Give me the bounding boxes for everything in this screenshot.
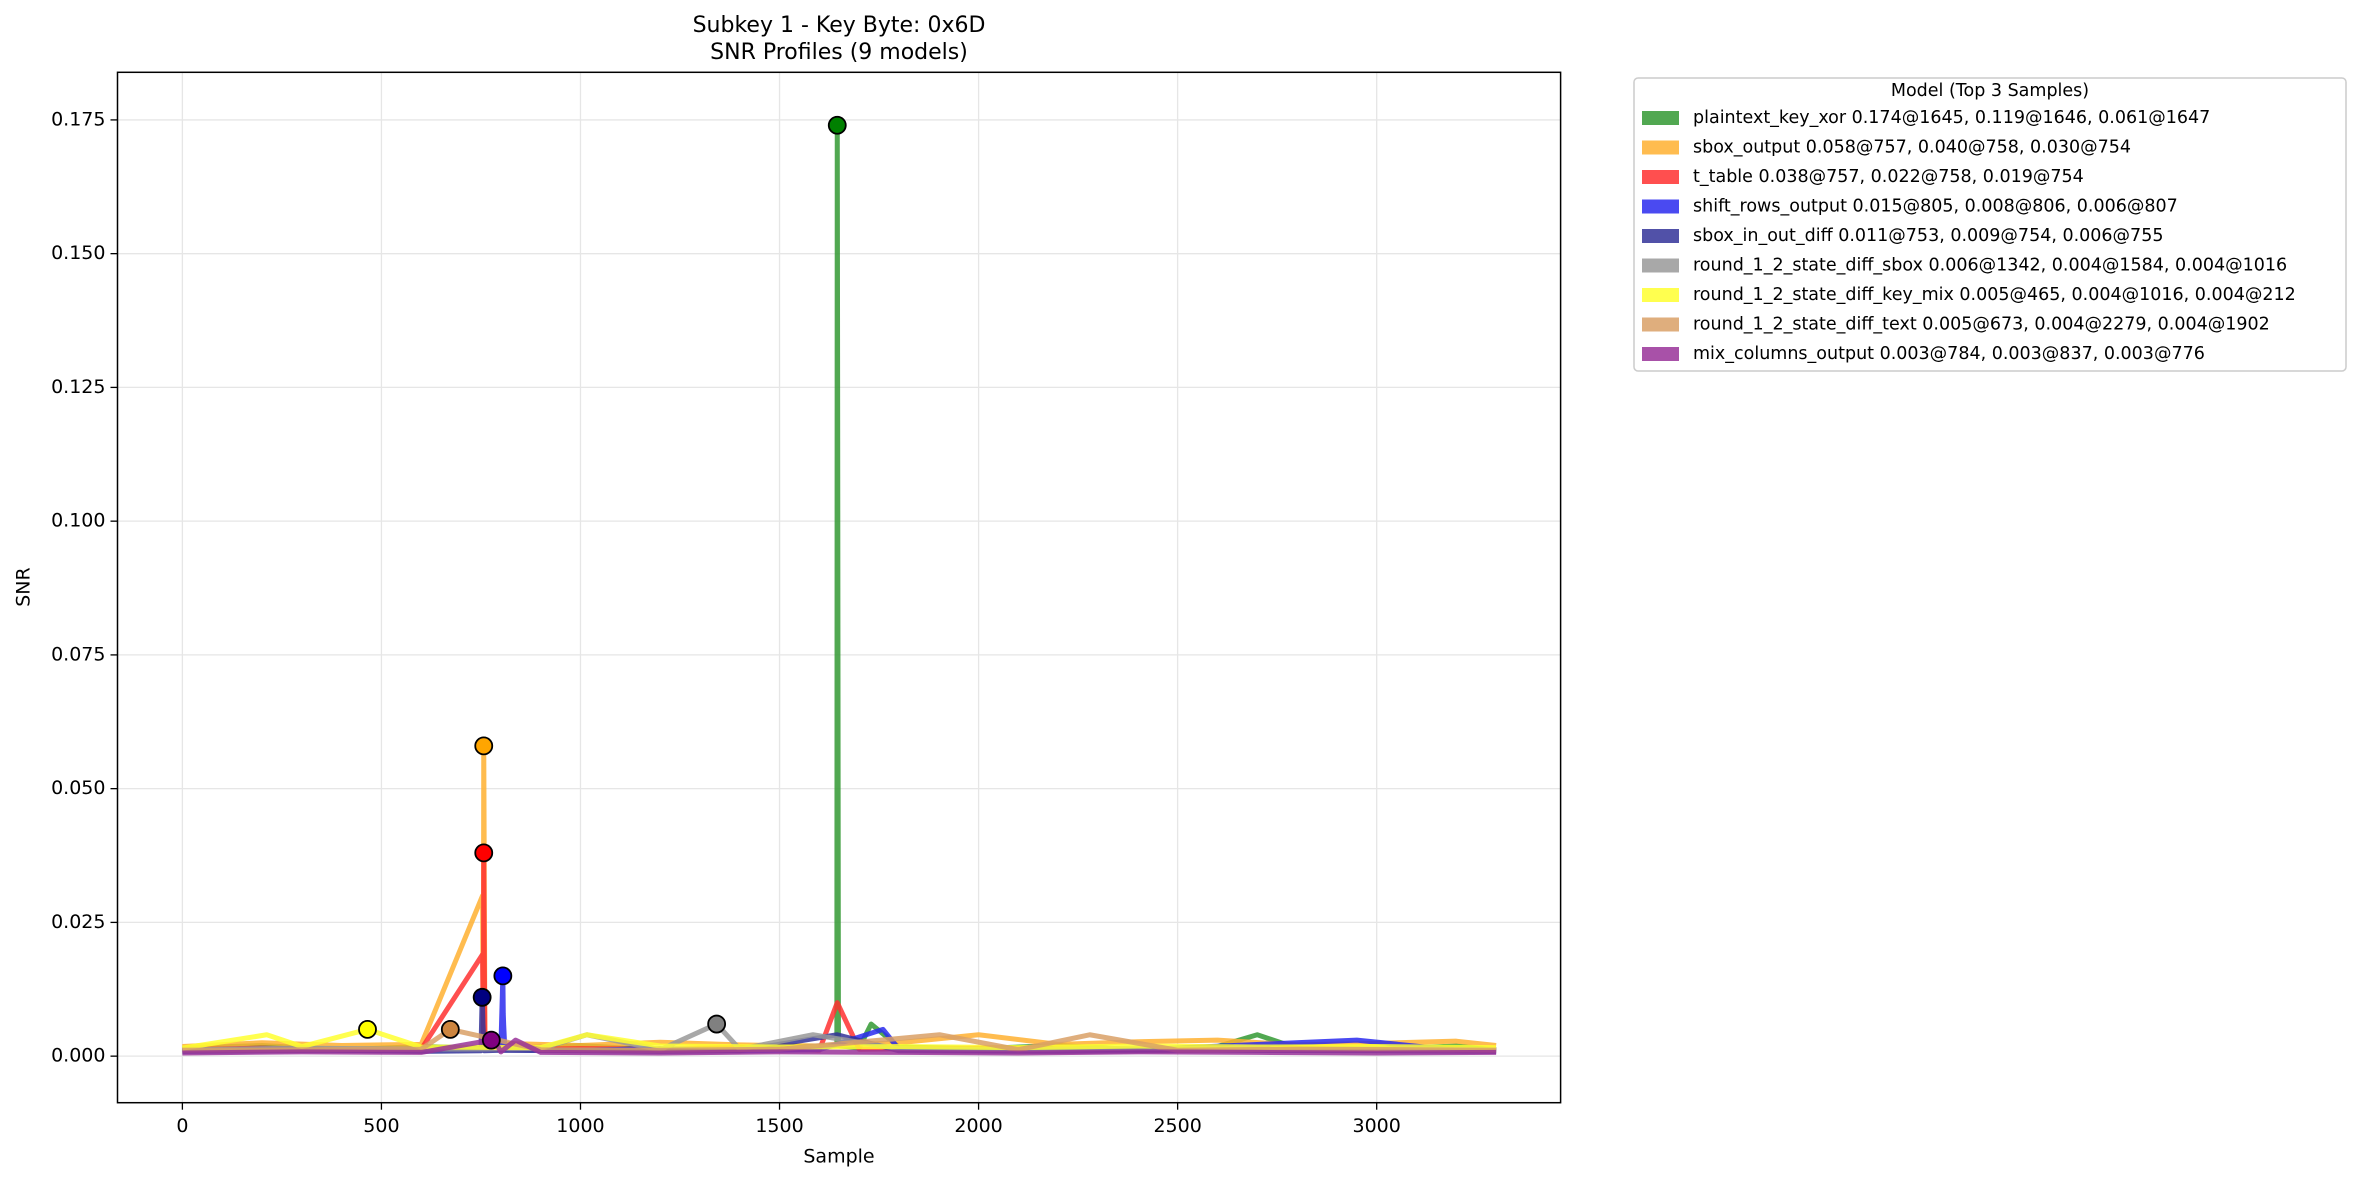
x-tick-label: 2500 [1153, 1115, 1201, 1137]
y-tick-label: 0.150 [51, 242, 105, 264]
legend-label: mix_columns_output 0.003@784, 0.003@837,… [1693, 344, 2205, 364]
legend-swatch [1642, 317, 1679, 332]
legend-label: sbox_output 0.058@757, 0.040@758, 0.030@… [1693, 138, 2131, 158]
legend-swatch [1642, 258, 1679, 273]
x-tick-label: 3000 [1352, 1115, 1400, 1137]
legend-label: plaintext_key_xor 0.174@1645, 0.119@1646… [1693, 108, 2210, 128]
peak-marker [493, 966, 513, 986]
y-tick-label: 0.100 [51, 510, 105, 532]
peak-marker [827, 115, 847, 135]
legend-label: round_1_2_state_diff_text 0.005@673, 0.0… [1693, 315, 2270, 335]
legend: plaintext_key_xor 0.174@1645, 0.119@1646… [1642, 108, 2296, 364]
x-tick-label: 2000 [954, 1115, 1002, 1137]
y-tick-label: 0.125 [51, 376, 105, 398]
legend-label: round_1_2_state_diff_sbox 0.006@1342, 0.… [1693, 256, 2287, 276]
legend-swatch [1642, 199, 1679, 214]
y-tick-label: 0.050 [51, 777, 105, 799]
series-line [182, 743, 1497, 1050]
plot-frame [116, 71, 1562, 1104]
x-axis-label: Sample [803, 1146, 874, 1168]
peak-markers [358, 115, 847, 1050]
legend-swatch [1642, 347, 1679, 361]
legend-swatch [1642, 170, 1679, 184]
y-tick-label: 0.075 [51, 643, 105, 665]
peak-marker [474, 736, 494, 756]
peak-marker [358, 1020, 377, 1039]
legend-swatch [1642, 229, 1679, 243]
y-tick-label: 0.175 [51, 108, 105, 130]
legend-label: round_1_2_state_diff_key_mix 0.005@465, … [1693, 285, 2296, 305]
series-line [182, 1037, 1497, 1056]
x-tick-label: 1000 [556, 1115, 604, 1137]
legend-swatch [1642, 140, 1679, 155]
peak-marker [440, 1020, 460, 1039]
chart-title: Subkey 1 - Key Byte: 0x6D [693, 13, 986, 38]
chart-subtitle: SNR Profiles (9 models) [710, 40, 968, 65]
y-axis-label: SNR [13, 567, 35, 606]
peak-marker [472, 987, 492, 1007]
peak-marker [481, 1030, 501, 1050]
series-line [182, 1026, 1497, 1053]
x-tick-label: 1500 [755, 1115, 803, 1137]
legend-swatch [1642, 288, 1679, 302]
x-tick-label: 500 [363, 1115, 399, 1137]
peak-marker [474, 843, 494, 863]
legend-swatch [1642, 111, 1679, 125]
y-tick-label: 0.025 [51, 911, 105, 933]
plot-lines [181, 122, 1497, 1056]
legend-label: t_table 0.038@757, 0.022@758, 0.019@754 [1693, 167, 2084, 187]
series-line [181, 1026, 1497, 1051]
legend-label: shift_rows_output 0.015@805, 0.008@806, … [1693, 197, 2178, 217]
legend-title: Model (Top 3 Samples) [1891, 81, 2089, 101]
legend-box [1633, 77, 2347, 372]
x-tick-label: 0 [176, 1115, 188, 1137]
axes: 0 500 1000 1500 2000 2500 3000 0.000 0.025 0.050 0… [51, 108, 1401, 1137]
peak-marker [707, 1014, 727, 1034]
y-tick-label: 0.000 [51, 1045, 105, 1067]
legend-label: sbox_in_out_diff 0.011@753, 0.009@754, 0… [1693, 226, 2163, 246]
